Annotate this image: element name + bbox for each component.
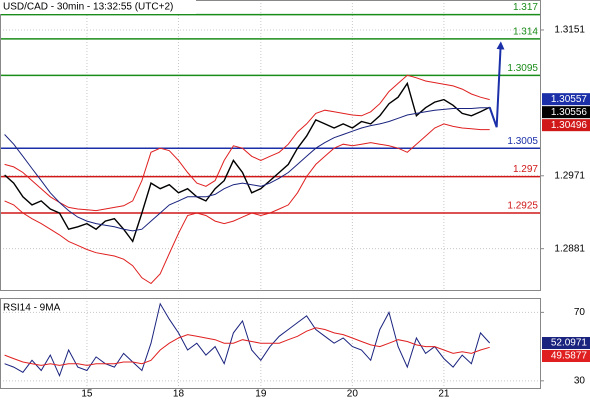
price-marker-label: 1.30556 xyxy=(551,107,588,118)
series-line xyxy=(4,327,490,366)
level-label: 1.317 xyxy=(513,2,538,13)
series-line xyxy=(4,107,490,232)
price-marker-label: 1.30557 xyxy=(551,94,588,105)
rsi-title: RSI14 - 9MA xyxy=(3,303,61,314)
y-tick-label: 30 xyxy=(574,375,586,386)
chart-title: USD/CAD - 30min - 13:32:55 (UTC+2) xyxy=(3,2,173,13)
level-label: 1.2925 xyxy=(507,201,538,212)
rsi-marker xyxy=(542,337,590,350)
price-frame xyxy=(0,0,541,291)
level-label: 1.3095 xyxy=(507,63,538,74)
series-line xyxy=(4,81,491,243)
price-marker xyxy=(542,93,590,106)
rsi-marker xyxy=(542,350,590,363)
series-line xyxy=(4,302,491,378)
price-marker xyxy=(542,119,590,132)
y-tick-label: 1.2971 xyxy=(554,170,585,181)
x-tick-label: 15 xyxy=(81,389,93,400)
x-tick-label: 18 xyxy=(173,389,185,400)
series-line xyxy=(4,74,490,212)
rsi-frame xyxy=(0,298,541,389)
y-tick-label: 1.2881 xyxy=(554,243,585,254)
x-tick-label: 20 xyxy=(347,389,359,400)
price-marker-label: 1.30496 xyxy=(551,120,588,131)
level-label: 1.3005 xyxy=(507,136,538,147)
rsi-marker-label: 52.0971 xyxy=(551,338,588,349)
plot-layer: 1.317 1.314 1.3095 1.3005 1.297 1.2925 xyxy=(0,0,540,388)
y-tick-label: 70 xyxy=(574,307,586,318)
level-label: 1.314 xyxy=(513,27,538,38)
series-line xyxy=(4,123,490,285)
forecast-arrow xyxy=(488,41,505,128)
level-label: 1.297 xyxy=(513,164,538,175)
x-tick-label: 21 xyxy=(438,389,450,400)
x-tick-label: 19 xyxy=(255,389,267,400)
price-marker xyxy=(542,106,590,119)
y-tick-label: 1.3151 xyxy=(554,25,585,36)
rsi-marker-label: 49.5877 xyxy=(551,351,588,362)
title-bg xyxy=(0,0,196,14)
